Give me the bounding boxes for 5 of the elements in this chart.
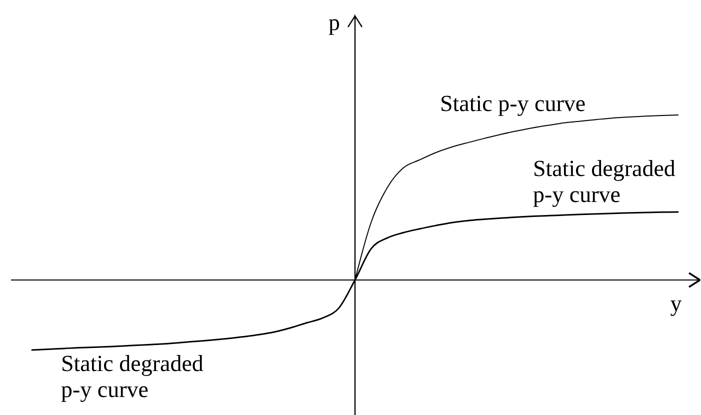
series-label: Static p-y curve [440, 91, 586, 116]
x-axis-title: y [670, 291, 682, 316]
series-label: Static degraded p-y curve [61, 351, 204, 402]
text: Static degraded p-y curve [533, 156, 676, 207]
y-axis-title: p [328, 10, 340, 35]
